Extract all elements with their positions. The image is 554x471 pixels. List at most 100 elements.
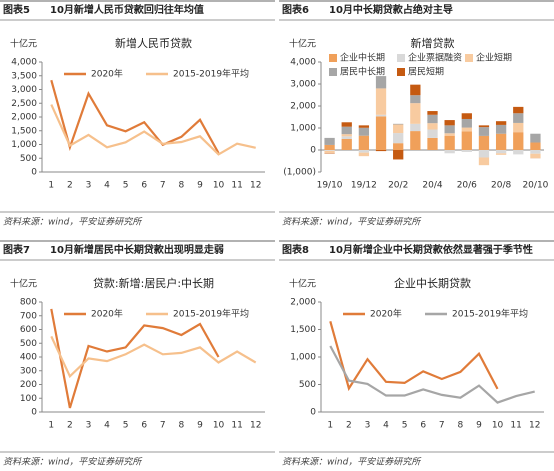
x-tick-label: 19/12: [351, 181, 377, 191]
bar-segment: [393, 123, 404, 125]
series-line: [50, 104, 256, 156]
y-tick-label: 1,000: [290, 124, 316, 134]
x-tick-label: 5: [123, 181, 129, 191]
bar-segment: [427, 114, 438, 124]
bar-segment: [410, 84, 421, 96]
bar-segment: [324, 150, 335, 151]
legend-swatch: [397, 68, 405, 76]
series-line: [50, 308, 220, 409]
legend-label: 2020年: [370, 308, 402, 320]
legend-swatch: [465, 54, 473, 62]
bar-segment: [478, 135, 490, 150]
bar-segment: [478, 157, 490, 166]
x-tick-label: 7: [439, 421, 445, 431]
y-tick-label: 1,500: [11, 126, 37, 136]
chart-title: 贷款:新增:居民户:中长期: [93, 276, 214, 290]
legend-label: 2015-2019年平均: [173, 308, 249, 320]
x-tick-label: 3: [365, 421, 371, 431]
bar-segment: [495, 124, 507, 134]
x-tick-label: 4: [104, 421, 110, 431]
bar-segment: [427, 137, 438, 150]
bar-segment: [324, 137, 335, 145]
y-tick-label: 500: [299, 380, 316, 390]
bar-segment: [530, 150, 541, 154]
bar-segment: [341, 134, 352, 137]
x-tick-label: 20/10: [522, 181, 548, 191]
x-tick-label: 1: [48, 421, 54, 431]
unit-label: 十亿元: [289, 38, 316, 50]
bar-segment: [530, 133, 541, 143]
bar-segment: [324, 150, 335, 154]
legend-label: 企业短期: [476, 52, 512, 64]
y-tick-label: (1,000): [283, 168, 316, 178]
figure-heading: 10月中长期贷款占绝对主导: [329, 3, 453, 16]
x-tick-label: 12: [529, 421, 540, 431]
x-tick-label: 9: [197, 181, 203, 191]
x-tick-label: 3: [86, 181, 92, 191]
x-tick-label: 9: [476, 421, 482, 431]
bar-segment: [341, 122, 352, 127]
bar-segment: [410, 95, 421, 104]
bar-segment: [393, 133, 404, 144]
bar-segment: [324, 144, 335, 150]
x-tick-label: 6: [420, 421, 426, 431]
source: 资料来源：wind，平安证券研究所: [3, 457, 143, 468]
x-tick-label: 8: [179, 421, 185, 431]
legend-label: 居民短期: [408, 66, 444, 78]
chart-title: 新增贷款: [411, 36, 455, 50]
bar-segment: [358, 127, 370, 136]
bar-segment: [358, 150, 370, 153]
legend-label: 2020年: [91, 68, 123, 80]
bar-segment: [495, 153, 507, 155]
legend-swatch: [397, 54, 405, 62]
y-tick-label: 500: [20, 339, 37, 349]
bar-segment: [341, 139, 352, 150]
series-line: [50, 335, 257, 379]
figure-heading: 10月新增居民中长期贷款出现明显走弱: [50, 243, 224, 256]
unit-label: 十亿元: [10, 278, 37, 290]
bar-segment: [410, 131, 421, 150]
bar-segment: [358, 152, 370, 157]
bar-segment: [461, 127, 472, 132]
chart-title: 企业中长期贷款: [394, 276, 471, 290]
figure-label: 图表8: [282, 243, 309, 256]
bar-segment: [393, 124, 404, 134]
y-tick-label: 0: [310, 146, 316, 156]
bar-segment: [444, 125, 455, 134]
x-tick-label: 4: [383, 421, 389, 431]
y-tick-label: 0: [31, 168, 37, 178]
bar-segment: [410, 123, 421, 132]
x-tick-label: 12: [250, 421, 261, 431]
bar-segment: [478, 127, 490, 136]
bar-segment: [495, 133, 507, 150]
chart-title: 新增人民币贷款: [115, 36, 192, 50]
bar-segment: [478, 125, 490, 128]
legend-label: 2020年: [91, 308, 123, 320]
bar-segment: [358, 125, 370, 128]
bar-segment: [530, 153, 541, 159]
source: 资料来源：wind，平安证券研究所: [3, 217, 143, 228]
x-tick-label: 20/2: [388, 181, 408, 191]
x-tick-label: 2: [67, 421, 73, 431]
y-tick-label: 3,000: [290, 80, 316, 90]
bar-segment: [513, 122, 524, 133]
y-tick-label: 1,500: [290, 325, 316, 335]
legend-label: 2015-2019年平均: [173, 68, 249, 80]
x-tick-label: 3: [86, 421, 92, 431]
x-tick-label: 11: [231, 421, 242, 431]
bar-segment: [444, 133, 455, 136]
x-tick-label: 12: [250, 181, 261, 191]
bar-segment: [513, 106, 524, 114]
legend-label: 2015-2019年平均: [452, 308, 528, 320]
x-tick-label: 7: [160, 421, 166, 431]
x-tick-label: 11: [231, 181, 242, 191]
y-tick-label: 200: [20, 380, 37, 390]
unit-label: 十亿元: [289, 278, 316, 290]
figure-label: 图表6: [282, 3, 309, 16]
x-tick-label: 19/10: [317, 181, 343, 191]
x-tick-label: 2: [346, 421, 352, 431]
y-tick-label: 4,000: [11, 58, 37, 68]
bar-segment: [461, 118, 472, 128]
bar-segment: [478, 150, 490, 158]
